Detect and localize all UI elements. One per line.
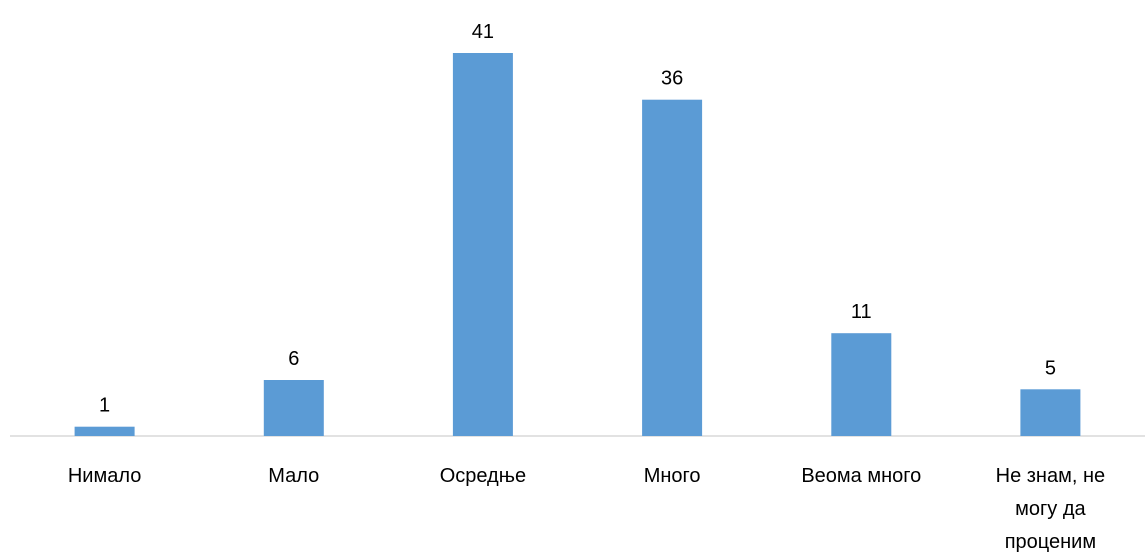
bars-group [74,53,1081,436]
category-label-line: Нимало [68,465,142,487]
data-labels-group: 1 6 41 36 11 5 [99,21,1056,417]
bar-5 [1020,389,1081,436]
category-label-line: проценим [1005,531,1096,553]
data-label-0: 1 [99,395,110,417]
category-label-3: Много [644,465,701,487]
category-label-4: Веома много [801,465,921,487]
category-labels-group: Нимало Мало Осредње Много Веома много Не знам… [68,465,1105,553]
bar-1 [263,380,324,436]
data-label-3: 36 [661,68,683,90]
data-label-4: 11 [851,301,872,323]
category-label-line: Много [644,465,701,487]
category-label-line: Веома много [801,465,921,487]
category-label-5: Не знам, не могу да проценим [996,465,1106,553]
category-label-2: Осредње [440,465,526,487]
category-label-line: могу да [1015,498,1086,520]
bar-4 [831,333,892,436]
bar-2 [452,53,513,436]
category-label-line: Мало [268,465,319,487]
bar-3 [642,99,703,436]
category-label-line: Осредње [440,465,526,487]
category-label-1: Мало [268,465,319,487]
data-label-1: 6 [288,348,299,370]
category-label-0: Нимало [68,465,142,487]
category-label-line: Не знам, не [996,465,1106,487]
bar-0 [74,426,135,436]
data-label-5: 5 [1045,357,1056,379]
data-label-2: 41 [472,21,494,43]
